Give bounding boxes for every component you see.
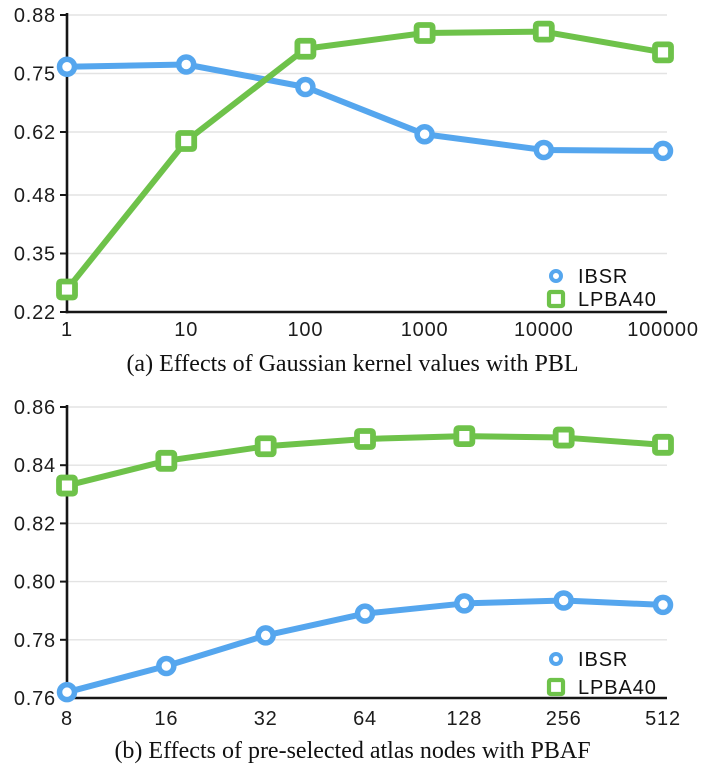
x-tick-label: 8 xyxy=(61,708,73,730)
chart-b: 0.76 0.78 0.80 0.82 0.84 0.86 8 16 32 64 128 256 512… xyxy=(14,397,681,730)
y-tick-label: 0.76 xyxy=(14,688,56,710)
legend-label-ibsr: IBSR xyxy=(578,266,628,288)
data-point-ibsr xyxy=(454,593,475,614)
x-tick-label: 256 xyxy=(546,708,582,730)
data-point-ibsr xyxy=(156,655,177,677)
x-tick-label: 100 xyxy=(288,319,324,341)
data-point-lpba40 xyxy=(354,428,376,450)
data-point-ibsr xyxy=(533,139,555,161)
legend-marker-ibsr xyxy=(549,652,563,666)
data-point-ibsr xyxy=(255,625,276,646)
y-tick-label: 0.78 xyxy=(14,630,56,652)
y-tick-label: 0.48 xyxy=(14,185,56,207)
data-point-ibsr xyxy=(414,124,435,145)
data-point-lpba40 xyxy=(552,426,575,449)
x-tick-label: 32 xyxy=(254,708,278,730)
data-point-ibsr xyxy=(652,140,674,162)
legend-marker-ibsr xyxy=(549,269,563,283)
data-point-ibsr xyxy=(295,76,316,98)
data-point-lpba40 xyxy=(652,433,674,456)
legend-item-ibsr: IBSR xyxy=(549,266,628,288)
chart-a: 0.22 0.35 0.48 0.62 0.75 0.88 1 10 100 1000 10000 1… xyxy=(14,5,699,341)
legend-label-lpba40: LPBA40 xyxy=(578,289,657,311)
x-tick-label: 1 xyxy=(61,319,73,341)
data-point-ibsr xyxy=(175,54,197,75)
y-tick-label: 0.88 xyxy=(14,5,56,27)
x-tick-label: 10000 xyxy=(514,319,574,341)
legend-item-lpba40: LPBA40 xyxy=(546,677,657,699)
data-point-lpba40 xyxy=(56,278,78,301)
x-tick-label: 64 xyxy=(353,708,377,730)
data-point-lpba40 xyxy=(175,130,198,152)
data-point-lpba40 xyxy=(652,41,674,64)
data-point-lpba40 xyxy=(413,22,436,44)
data-point-lpba40 xyxy=(254,435,277,458)
legend-label-lpba40: LPBA40 xyxy=(578,677,657,699)
data-point-ibsr xyxy=(553,590,574,611)
data-point-ibsr xyxy=(56,681,78,703)
legend-marker-lpba40 xyxy=(546,289,566,309)
data-point-ibsr xyxy=(354,603,376,624)
y-tick-label: 0.84 xyxy=(14,455,56,477)
series-line-lpba40 xyxy=(64,28,666,293)
legend-label-ibsr: IBSR xyxy=(578,649,628,671)
x-tick-label: 1000 xyxy=(401,319,449,341)
y-tick-label: 0.86 xyxy=(14,397,56,419)
x-tick-label: 512 xyxy=(645,708,681,730)
caption-chart-b: (b) Effects of pre-selected atlas nodes … xyxy=(114,738,591,764)
x-tick-label: 10 xyxy=(174,319,198,341)
data-point-lpba40 xyxy=(56,474,78,497)
series-line-ibsr xyxy=(64,61,666,154)
data-point-lpba40 xyxy=(532,20,555,43)
data-point-ibsr xyxy=(56,56,78,77)
data-point-lpba40 xyxy=(453,425,476,448)
x-tick-label: 16 xyxy=(154,708,178,730)
y-tick-label: 0.75 xyxy=(14,64,56,86)
y-tick-label: 0.62 xyxy=(14,122,56,144)
y-tick-label: 0.22 xyxy=(14,302,56,324)
caption-chart-a: (a) Effects of Gaussian kernel values wi… xyxy=(126,351,579,377)
legend-item-ibsr: IBSR xyxy=(549,649,628,671)
y-tick-label: 0.82 xyxy=(14,513,56,535)
y-tick-label: 0.35 xyxy=(14,244,56,266)
legend-item-lpba40: LPBA40 xyxy=(546,289,657,311)
x-tick-label: 128 xyxy=(446,708,482,730)
y-tick-label: 0.80 xyxy=(14,572,56,594)
legend-marker-lpba40 xyxy=(546,677,566,697)
data-point-ibsr xyxy=(652,594,674,616)
data-point-lpba40 xyxy=(155,449,178,472)
x-tick-label: 100000 xyxy=(627,319,699,341)
data-point-lpba40 xyxy=(294,37,317,60)
